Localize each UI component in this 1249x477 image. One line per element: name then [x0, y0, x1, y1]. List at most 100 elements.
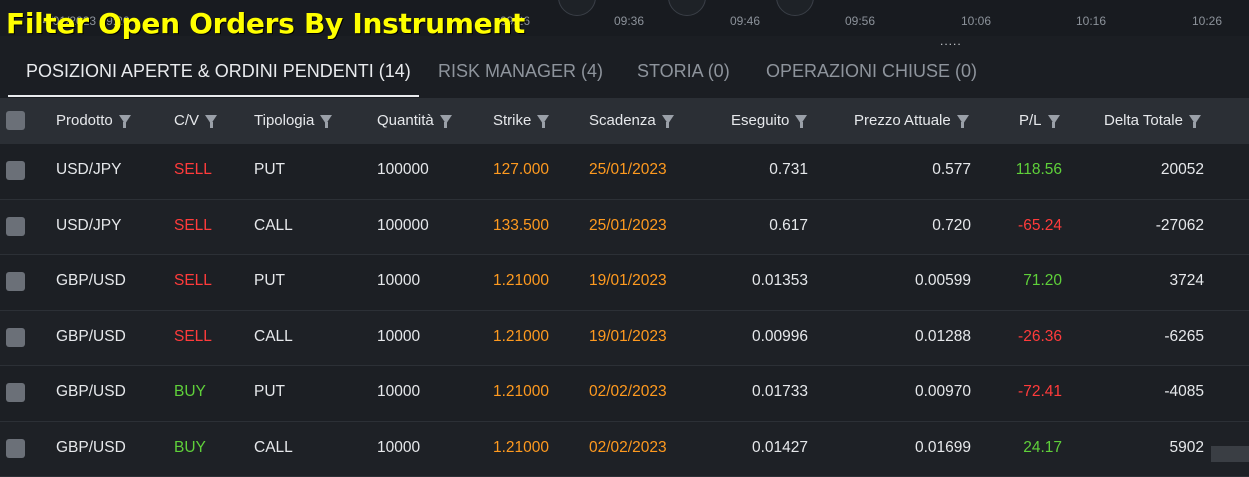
cell-expiry: 19/01/2023: [589, 311, 667, 365]
cell-filled: 0.01427: [752, 422, 808, 476]
cell-type: PUT: [254, 255, 285, 309]
filter-icon[interactable]: [537, 115, 549, 124]
panel-resize-handle[interactable]: .....: [940, 36, 962, 46]
cell-pl: 24.17: [1023, 422, 1062, 476]
cell-side: SELL: [174, 200, 212, 254]
filter-icon[interactable]: [795, 115, 807, 124]
cell-type: CALL: [254, 200, 293, 254]
row-checkbox[interactable]: [6, 439, 25, 458]
cell-total-delta: -6265: [1164, 311, 1204, 365]
cell-product: GBP/USD: [56, 422, 126, 476]
cell-total-delta: -27062: [1156, 200, 1204, 254]
cell-pl: -26.36: [1018, 311, 1062, 365]
tab-bar: POSIZIONI APERTE & ORDINI PENDENTI (14) …: [0, 46, 1249, 98]
cell-side: BUY: [174, 422, 206, 476]
row-checkbox[interactable]: [6, 383, 25, 402]
cell-strike: 133.500: [493, 200, 549, 254]
cell-filled: 0.617: [769, 200, 808, 254]
cell-expiry: 02/02/2023: [589, 366, 667, 420]
cell-expiry: 25/01/2023: [589, 144, 667, 198]
time-tick: 09:56: [845, 14, 875, 28]
filter-icon[interactable]: [1048, 115, 1060, 124]
cell-current-price: 0.720: [932, 200, 971, 254]
filter-icon[interactable]: [957, 115, 969, 124]
cell-type: PUT: [254, 144, 285, 198]
row-checkbox[interactable]: [6, 161, 25, 180]
tab-risk-manager[interactable]: RISK MANAGER (4): [438, 46, 603, 96]
cell-quantity: 10000: [377, 422, 420, 476]
cell-quantity: 10000: [377, 311, 420, 365]
cell-filled: 0.00996: [752, 311, 808, 365]
row-checkbox[interactable]: [6, 272, 25, 291]
cell-type: CALL: [254, 311, 293, 365]
cell-filled: 0.01353: [752, 255, 808, 309]
time-tick: 10:06: [961, 14, 991, 28]
tab-history[interactable]: STORIA (0): [637, 46, 730, 96]
cell-pl: -65.24: [1018, 200, 1062, 254]
tab-open-positions[interactable]: POSIZIONI APERTE & ORDINI PENDENTI (14): [26, 46, 411, 96]
time-tick: 09:36: [614, 14, 644, 28]
time-tick: 10:16: [1076, 14, 1106, 28]
table-header: Prodotto C/V Tipologia Quantità Strike S…: [0, 98, 1249, 144]
cell-current-price: 0.01699: [915, 422, 971, 476]
chart-control-button[interactable]: [668, 0, 706, 16]
cell-pl: -72.41: [1018, 366, 1062, 420]
cell-quantity: 100000: [377, 144, 429, 198]
column-header-pl[interactable]: P/L: [1019, 98, 1060, 144]
cell-strike: 1.21000: [493, 255, 549, 309]
cell-side: SELL: [174, 311, 212, 365]
row-checkbox[interactable]: [6, 328, 25, 347]
filter-icon[interactable]: [1189, 115, 1201, 124]
column-header-total-delta[interactable]: Delta Totale: [1104, 98, 1201, 144]
cell-total-delta: 5902: [1170, 422, 1204, 476]
tab-closed-trades[interactable]: OPERAZIONI CHIUSE (0): [766, 46, 977, 96]
column-header-filled[interactable]: Eseguito: [731, 98, 807, 144]
cell-total-delta: -4085: [1164, 366, 1204, 420]
cell-filled: 0.01733: [752, 366, 808, 420]
filter-icon[interactable]: [440, 115, 452, 124]
overlay-title: Filter Open Orders By Instrument: [6, 6, 525, 42]
time-tick: 09:46: [730, 14, 760, 28]
cell-product: GBP/USD: [56, 255, 126, 309]
cell-side: SELL: [174, 144, 212, 198]
filter-icon[interactable]: [662, 115, 674, 124]
scrollbar-thumb[interactable]: [1211, 446, 1249, 462]
filter-icon[interactable]: [320, 115, 332, 124]
cell-type: PUT: [254, 366, 285, 420]
column-header-current-price[interactable]: Prezzo Attuale: [854, 98, 969, 144]
filter-icon[interactable]: [119, 115, 131, 124]
column-header-side[interactable]: C/V: [174, 98, 217, 144]
row-checkbox[interactable]: [6, 217, 25, 236]
cell-strike: 1.21000: [493, 311, 549, 365]
column-header-strike[interactable]: Strike: [493, 98, 549, 144]
cell-side: SELL: [174, 255, 212, 309]
cell-pl: 71.20: [1023, 255, 1062, 309]
time-tick: 10:26: [1192, 14, 1222, 28]
cell-expiry: 02/02/2023: [589, 422, 667, 476]
cell-current-price: 0.00599: [915, 255, 971, 309]
column-header-type[interactable]: Tipologia: [254, 98, 332, 144]
cell-strike: 1.21000: [493, 366, 549, 420]
select-all-checkbox[interactable]: [6, 111, 25, 130]
cell-strike: 127.000: [493, 144, 549, 198]
cell-quantity: 10000: [377, 366, 420, 420]
column-header-product[interactable]: Prodotto: [56, 98, 131, 144]
column-header-quantity[interactable]: Quantità: [377, 98, 452, 144]
cell-product: USD/JPY: [56, 200, 121, 254]
column-header-expiry[interactable]: Scadenza: [589, 98, 674, 144]
chart-control-button[interactable]: [558, 0, 596, 16]
cell-type: CALL: [254, 422, 293, 476]
cell-product: GBP/USD: [56, 366, 126, 420]
cell-pl: 118.56: [1016, 144, 1062, 198]
cell-current-price: 0.01288: [915, 311, 971, 365]
cell-total-delta: 3724: [1170, 255, 1204, 309]
filter-icon[interactable]: [205, 115, 217, 124]
chart-control-button[interactable]: [776, 0, 814, 16]
positions-table-body: USD/JPY SELL PUT 100000 127.000 25/01/2023 0.7…: [0, 144, 1249, 477]
